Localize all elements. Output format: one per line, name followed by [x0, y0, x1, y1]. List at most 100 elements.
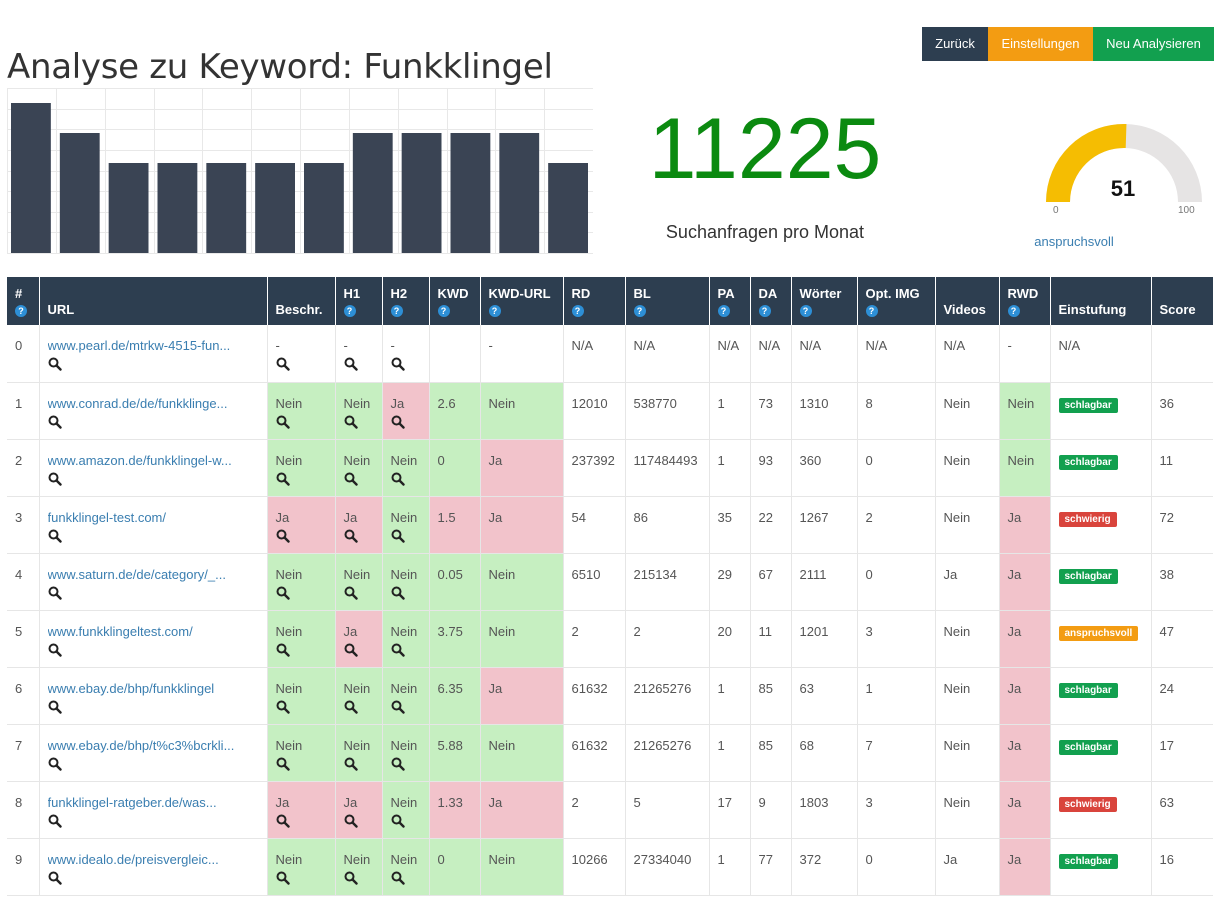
column-header: RD?	[562, 277, 625, 325]
cell-value: Ja	[1007, 509, 1022, 525]
result-url-link[interactable]: www.amazon.de/funkklingel-w...	[47, 452, 232, 468]
back-button[interactable]: Zurück	[922, 27, 988, 61]
cell-value: 77	[758, 851, 773, 867]
cell-videos: Nein	[934, 382, 999, 440]
search-icon[interactable]	[48, 357, 259, 371]
help-icon[interactable]: ?	[488, 305, 501, 317]
search-icon[interactable]	[276, 472, 327, 486]
search-icon[interactable]	[48, 415, 259, 429]
search-icon[interactable]	[276, 643, 327, 657]
cell-value: Ja	[1007, 851, 1022, 867]
cell-value: Ja	[1007, 794, 1022, 810]
search-icon[interactable]	[344, 586, 374, 600]
cell-value: N/A	[799, 338, 822, 353]
search-icon[interactable]	[48, 529, 259, 543]
cell-value: -	[390, 338, 395, 353]
cell-score: 36	[1150, 382, 1213, 440]
new-analysis-button[interactable]: Neu Analysieren	[1093, 27, 1214, 61]
search-icon[interactable]	[344, 700, 374, 714]
help-icon[interactable]: ?	[799, 305, 812, 317]
cell-value: 3.75	[437, 623, 463, 639]
search-icon[interactable]	[276, 357, 327, 371]
serp-analysis-table: #? URL Beschr. H1? H2? KWD? KWD-URL? RD? BL? PA? D…	[7, 277, 1213, 896]
help-icon[interactable]: ?	[865, 305, 878, 317]
search-icon[interactable]	[344, 757, 374, 771]
help-icon[interactable]: ?	[571, 305, 584, 317]
search-icon[interactable]	[391, 415, 421, 429]
search-icon[interactable]	[344, 415, 374, 429]
search-icon[interactable]	[391, 700, 421, 714]
search-icon[interactable]	[48, 472, 259, 486]
cell-value: Ja	[343, 509, 358, 525]
help-icon[interactable]: ?	[15, 305, 27, 317]
result-url-link[interactable]: www.ebay.de/bhp/t%c3%bcrkli...	[47, 737, 235, 753]
search-icon[interactable]	[276, 871, 327, 885]
search-icon[interactable]	[344, 357, 374, 371]
search-icon[interactable]	[276, 700, 327, 714]
search-icon[interactable]	[391, 586, 421, 600]
search-icon[interactable]	[344, 472, 374, 486]
search-icon[interactable]	[48, 586, 259, 600]
cell-value: 2	[571, 623, 579, 639]
search-icon[interactable]	[344, 871, 374, 885]
search-icon[interactable]	[391, 643, 421, 657]
search-icon[interactable]	[344, 529, 374, 543]
search-icon[interactable]	[48, 757, 259, 771]
search-icon[interactable]	[391, 472, 421, 486]
search-icon[interactable]	[48, 700, 259, 714]
help-icon[interactable]: ?	[343, 305, 356, 317]
cell-einstufung: schwierig	[1049, 781, 1151, 839]
search-icon[interactable]	[48, 814, 259, 828]
search-icon[interactable]	[344, 643, 374, 657]
search-icon[interactable]	[391, 871, 421, 885]
cell-value: 3	[15, 509, 23, 525]
search-icon[interactable]	[48, 871, 259, 885]
search-icon[interactable]	[391, 357, 421, 371]
cell-h2: Nein	[381, 439, 429, 497]
search-icon[interactable]	[276, 814, 327, 828]
search-icon[interactable]	[48, 643, 259, 657]
cell-value: Ja	[943, 566, 958, 582]
result-url-link[interactable]: www.conrad.de/de/funkklinge...	[47, 395, 228, 411]
search-icon[interactable]	[344, 814, 374, 828]
cell-beschr: Ja	[266, 496, 335, 554]
cell-beschr: Nein	[266, 439, 335, 497]
cell-woerter: 63	[790, 667, 857, 725]
result-url-link[interactable]: funkklingel-test.com/	[47, 509, 167, 525]
search-icon[interactable]	[276, 415, 327, 429]
result-url-link[interactable]: www.idealo.de/preisvergleic...	[47, 851, 219, 867]
cell-opt-img: N/A	[856, 325, 935, 383]
search-icon[interactable]	[391, 814, 421, 828]
search-icon[interactable]	[276, 586, 327, 600]
bar	[206, 163, 247, 253]
column-header: PA?	[708, 277, 750, 325]
cell-value: 93	[758, 452, 773, 468]
cell-opt-img: 0	[856, 439, 935, 497]
search-icon[interactable]	[276, 529, 327, 543]
bar	[499, 133, 540, 253]
help-icon[interactable]: ?	[633, 305, 646, 317]
result-url-link[interactable]: www.pearl.de/mtrkw-4515-fun...	[47, 338, 231, 353]
result-url-link[interactable]: www.ebay.de/bhp/funkklingel	[47, 680, 215, 696]
result-url-link[interactable]: www.saturn.de/de/category/_...	[47, 566, 226, 582]
help-icon[interactable]: ?	[717, 305, 730, 317]
settings-button[interactable]: Einstellungen	[988, 27, 1093, 61]
cell-videos: Nein	[934, 781, 999, 839]
cell-value: Nein	[943, 680, 971, 696]
cell-h2: Nein	[381, 781, 429, 839]
help-icon[interactable]: ?	[758, 305, 771, 317]
result-url-link[interactable]: funkklingel-ratgeber.de/was...	[47, 794, 217, 810]
cell-url: funkklingel-test.com/	[38, 496, 267, 554]
help-icon[interactable]: ?	[1007, 305, 1020, 317]
search-icon[interactable]	[391, 757, 421, 771]
cell-pa: 29	[708, 553, 750, 611]
help-icon[interactable]: ?	[390, 305, 403, 317]
help-icon[interactable]: ?	[437, 305, 450, 317]
search-icon[interactable]	[276, 757, 327, 771]
cell-woerter: 372	[790, 838, 857, 896]
table-header-row: #? URL Beschr. H1? H2? KWD? KWD-URL? RD? BL? PA? D…	[7, 277, 1213, 325]
column-header-label: BL	[633, 286, 651, 301]
cell-value: Ja	[275, 509, 290, 525]
search-icon[interactable]	[391, 529, 421, 543]
result-url-link[interactable]: www.funkklingeltest.com/	[47, 623, 193, 639]
